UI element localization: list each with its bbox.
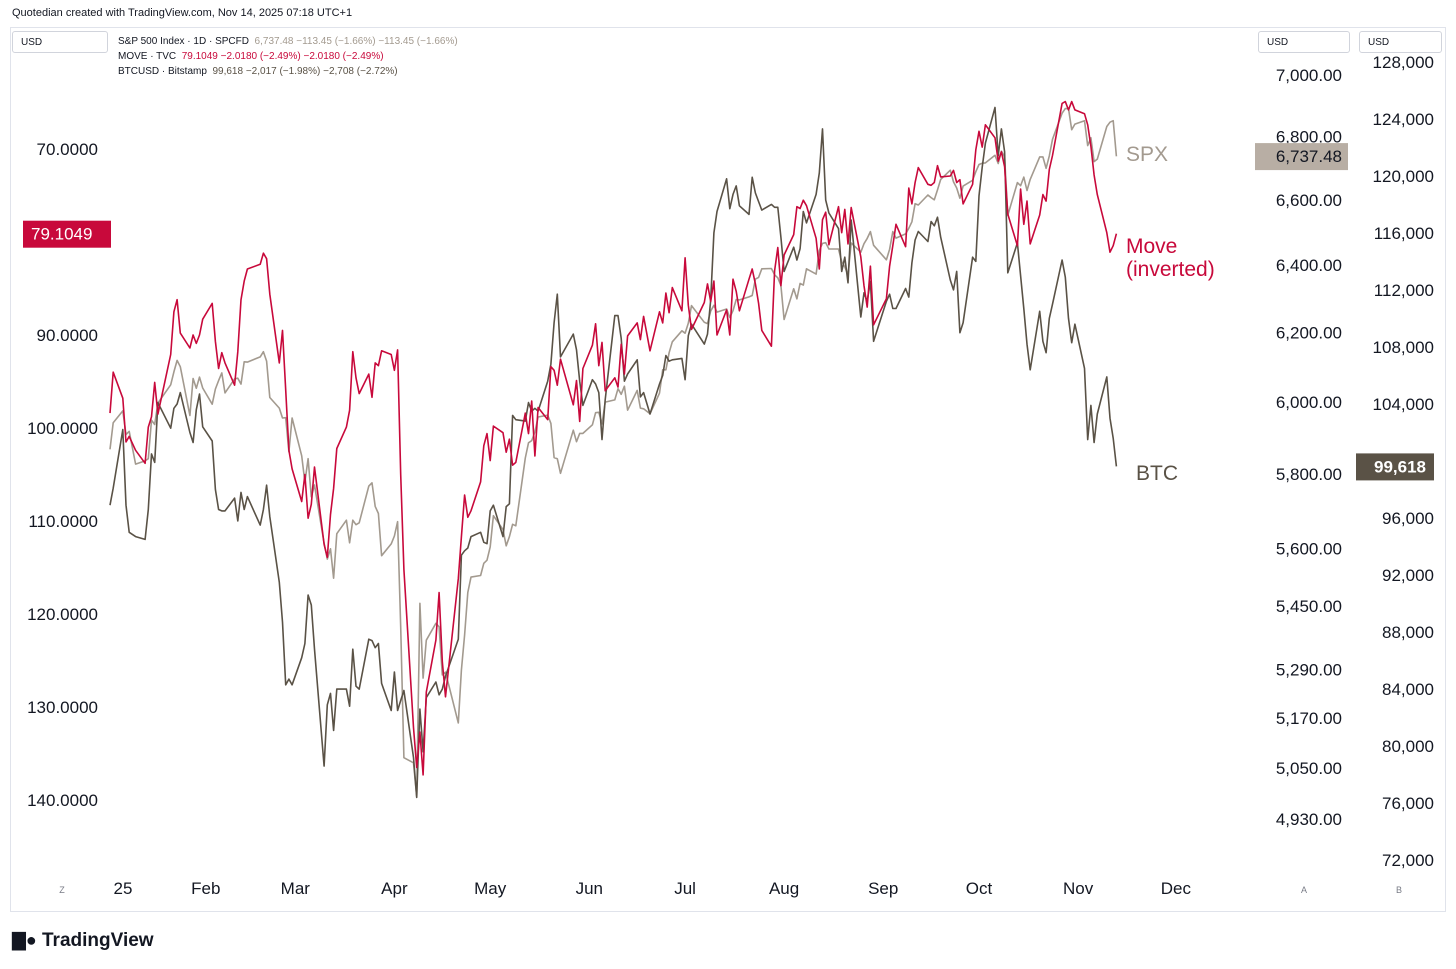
right-a-tick-label: 5,290.00 bbox=[1276, 660, 1342, 679]
btc-line bbox=[109, 106, 1118, 799]
right-b-tick-label: 112,000 bbox=[1374, 281, 1434, 300]
spx-last-value-text: 6,737.48 bbox=[1276, 147, 1342, 166]
x-tick-label: Oct bbox=[966, 879, 993, 898]
right-b-tick-label: 76,000 bbox=[1382, 794, 1434, 813]
right-a-tick-label: 5,050.00 bbox=[1276, 759, 1342, 778]
right-b-tick-label: 96,000 bbox=[1382, 509, 1434, 528]
right-b-tick-label: 72,000 bbox=[1382, 851, 1434, 870]
x-tick-label: Dec bbox=[1161, 879, 1192, 898]
right-b-tick-label: 92,000 bbox=[1382, 566, 1434, 585]
left-tick-label: 70.0000 bbox=[37, 140, 98, 159]
right-a-tick-label: 6,600.00 bbox=[1276, 191, 1342, 210]
x-tick-label: May bbox=[474, 879, 507, 898]
x-tick-label: Jul bbox=[674, 879, 696, 898]
move-series-label-inverted: (inverted) bbox=[1126, 258, 1215, 281]
left-tick-label: 100.0000 bbox=[27, 419, 98, 438]
legend-name: S&P 500 Index · 1D · SPCFD bbox=[118, 36, 249, 47]
left-tick-label: 120.0000 bbox=[27, 605, 98, 624]
btc-series-label: BTC bbox=[1136, 462, 1178, 485]
right-scale-a-currency-button[interactable]: USD bbox=[1258, 31, 1350, 53]
right-b-tick-label: 128,000 bbox=[1373, 53, 1434, 72]
right-a-tick-label: 5,450.00 bbox=[1276, 597, 1342, 616]
right-a-tick-label: 4,930.00 bbox=[1276, 810, 1342, 829]
x-tick-label: Mar bbox=[281, 879, 311, 898]
chart-frame bbox=[10, 27, 1446, 912]
move-series-label: Move bbox=[1126, 235, 1177, 258]
right-a-scale-marker: A bbox=[1301, 885, 1307, 895]
x-tick-label: Sep bbox=[868, 879, 898, 898]
legend-values: 6,737.48 −113.45 (−1.66%) −113.45 (−1.66… bbox=[254, 36, 458, 47]
right-a-tick-label: 6,800.00 bbox=[1276, 128, 1342, 147]
tradingview-logo: ▇● TradingView bbox=[12, 930, 154, 952]
spx-last-value-badge bbox=[1255, 143, 1348, 171]
spx-series-label: SPX bbox=[1126, 143, 1168, 166]
right-a-tick-label: 6,400.00 bbox=[1276, 256, 1342, 275]
left-scale-marker: Z bbox=[59, 885, 65, 895]
legend-name: MOVE · TVC bbox=[118, 51, 177, 62]
right-a-tick-label: 5,170.00 bbox=[1276, 709, 1342, 728]
btc-last-value-badge bbox=[1356, 453, 1434, 481]
btc-last-value-text: 99,618 bbox=[1374, 457, 1426, 476]
left-tick-label: 110.0000 bbox=[28, 512, 98, 531]
spx-line bbox=[109, 107, 1118, 798]
legend-row-btc[interactable]: BTCUSD · Bitstamp 99,618 −2,017 (−1.98%)… bbox=[118, 64, 458, 79]
right-b-tick-label: 108,000 bbox=[1373, 338, 1434, 357]
move-inverted-line bbox=[109, 100, 1118, 776]
right-b-tick-label: 84,000 bbox=[1382, 680, 1434, 699]
x-tick-label: Nov bbox=[1063, 879, 1094, 898]
chart-legend: S&P 500 Index · 1D · SPCFD 6,737.48 −113… bbox=[118, 34, 458, 79]
legend-values: 79.1049 −2.0180 (−2.49%) −2.0180 (−2.49%… bbox=[181, 51, 384, 62]
right-b-tick-label: 104,000 bbox=[1373, 395, 1434, 414]
left-tick-label: 140.0000 bbox=[27, 791, 98, 810]
legend-values: 99,618 −2,017 (−1.98%) −2,708 (−2.72%) bbox=[212, 66, 398, 77]
x-tick-label: Aug bbox=[769, 879, 799, 898]
move-last-value-text: 79.1049 bbox=[31, 225, 92, 244]
left-scale-currency-button[interactable]: USD bbox=[12, 31, 108, 53]
x-tick-label: Apr bbox=[381, 879, 408, 898]
right-b-scale-marker: B bbox=[1396, 885, 1402, 895]
right-a-tick-label: 6,000.00 bbox=[1276, 393, 1342, 412]
legend-row-spx[interactable]: S&P 500 Index · 1D · SPCFD 6,737.48 −113… bbox=[118, 34, 458, 49]
right-a-tick-label: 5,800.00 bbox=[1276, 465, 1342, 484]
left-tick-label: 130.0000 bbox=[27, 698, 98, 717]
right-a-tick-label: 5,600.00 bbox=[1276, 540, 1342, 559]
x-tick-label: 25 bbox=[114, 879, 133, 898]
attribution-text: Quotedian created with TradingView.com, … bbox=[12, 7, 353, 19]
tradingview-logo-icon: ▇● bbox=[12, 930, 37, 950]
right-b-tick-label: 124,000 bbox=[1373, 110, 1434, 129]
tradingview-brand-text: TradingView bbox=[42, 930, 154, 951]
right-a-tick-label: 7,000.00 bbox=[1276, 66, 1342, 85]
legend-name: BTCUSD · Bitstamp bbox=[118, 66, 207, 77]
left-tick-label: 90.0000 bbox=[37, 326, 98, 345]
x-tick-label: Feb bbox=[191, 879, 220, 898]
right-b-tick-label: 116,000 bbox=[1374, 224, 1434, 243]
right-b-tick-label: 80,000 bbox=[1382, 737, 1434, 756]
right-scale-b-currency-button[interactable]: USD bbox=[1359, 31, 1442, 53]
move-last-value-badge bbox=[23, 220, 111, 248]
x-tick-label: Jun bbox=[576, 879, 603, 898]
legend-row-move[interactable]: MOVE · TVC 79.1049 −2.0180 (−2.49%) −2.0… bbox=[118, 49, 458, 64]
right-b-tick-label: 88,000 bbox=[1382, 623, 1434, 642]
right-b-tick-label: 120,000 bbox=[1373, 167, 1434, 186]
right-a-tick-label: 6,200.00 bbox=[1276, 324, 1342, 343]
